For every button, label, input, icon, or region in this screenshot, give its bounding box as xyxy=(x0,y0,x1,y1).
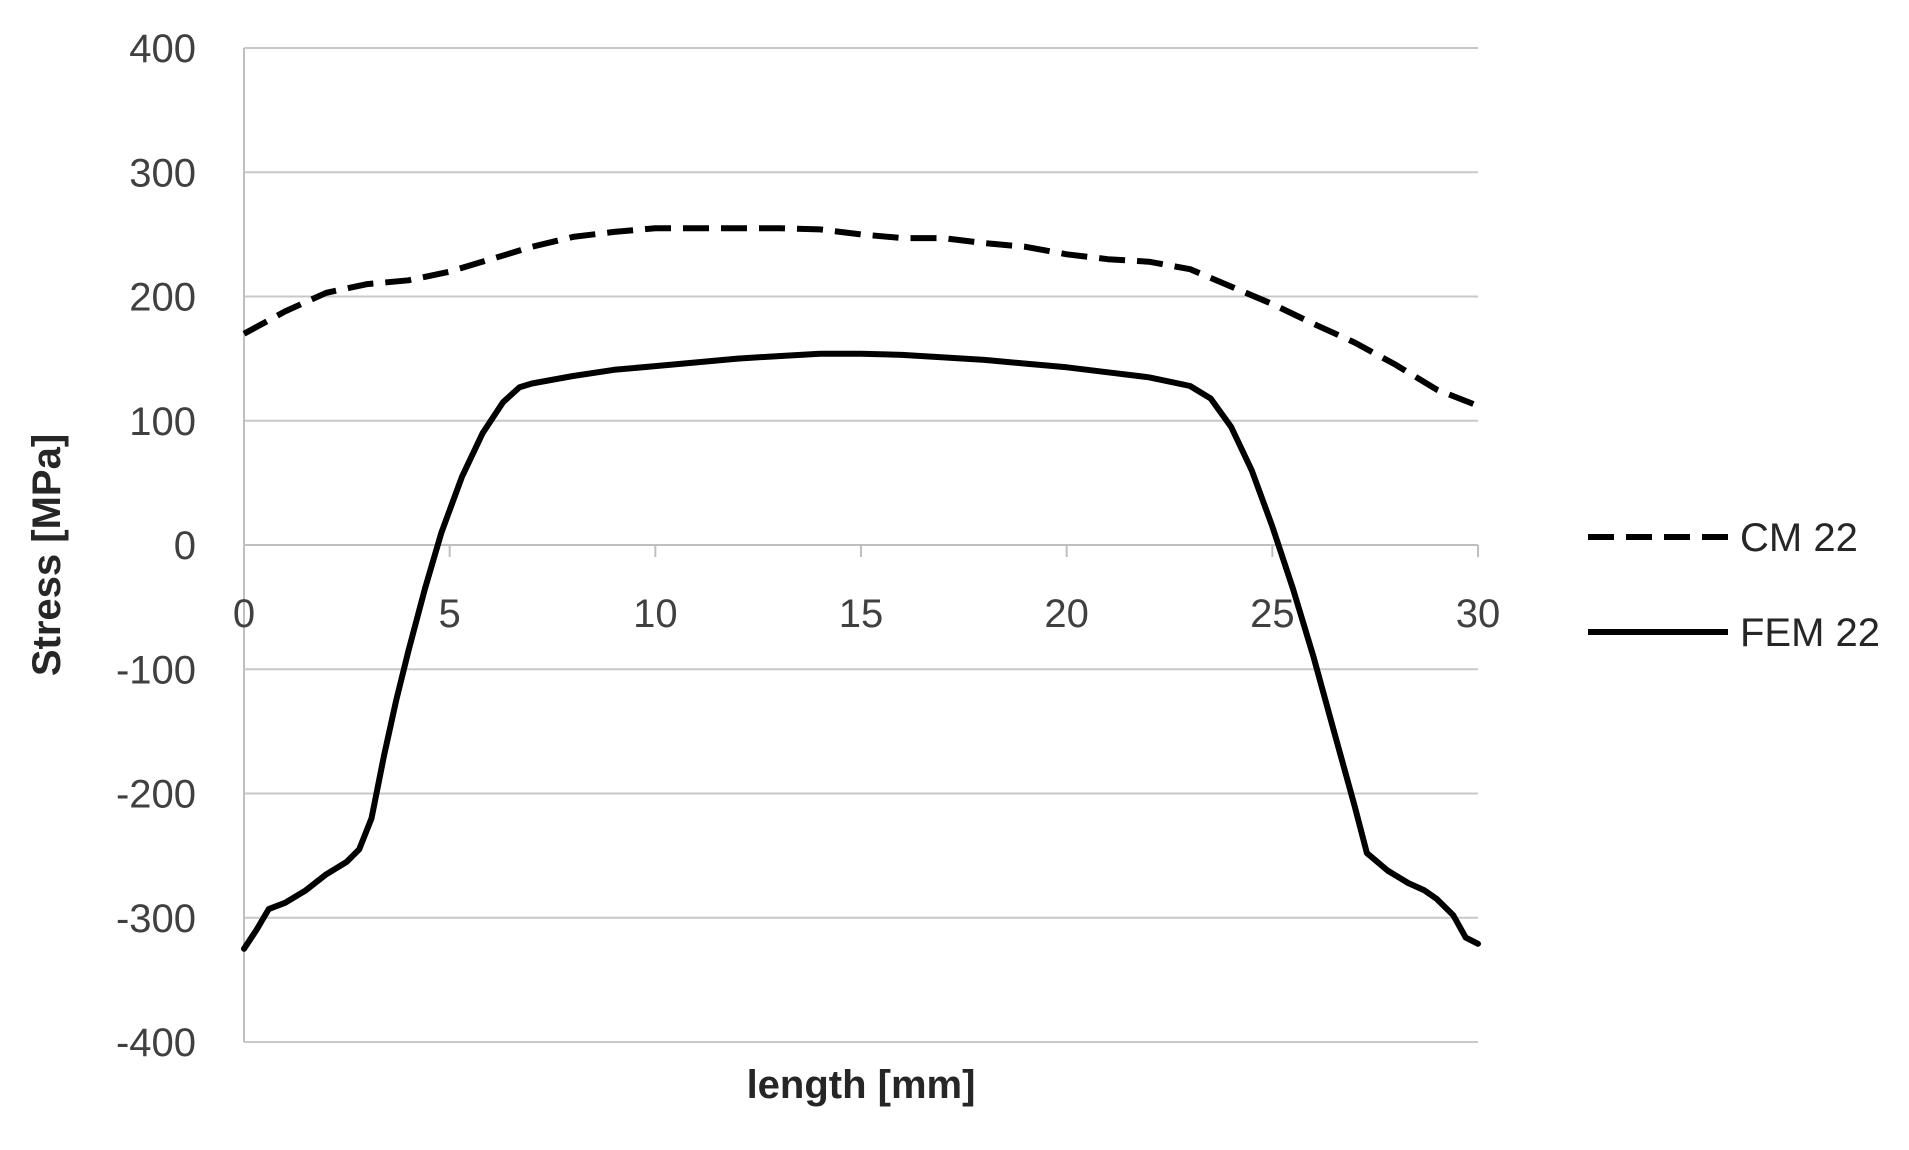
legend-label: FEM 22 xyxy=(1740,611,1880,655)
x-tick-label: 30 xyxy=(1456,592,1501,636)
y-tick-label: 300 xyxy=(129,151,196,195)
legend: CM 22 FEM 22 xyxy=(1588,516,1880,655)
y-tick-label: -100 xyxy=(116,648,196,692)
series-line-cm-22 xyxy=(242,225,1480,409)
x-tick-label: 20 xyxy=(1044,592,1089,636)
x-tick-label: 5 xyxy=(439,592,461,636)
y-tick-label: 0 xyxy=(174,524,196,568)
axes xyxy=(243,48,1479,1042)
series-lines xyxy=(241,225,1481,952)
tick-labels: 400 300 200 100 0 -100 -200 -300 -400 0 5 10 15 20 25 3… xyxy=(116,27,1500,1065)
x-axis-title: length [mm] xyxy=(747,1063,976,1107)
x-tick-label: 15 xyxy=(839,592,884,636)
y-tick-label: 100 xyxy=(129,400,196,444)
y-tick-label: -300 xyxy=(116,897,196,941)
y-axis-title: Stress [MPa] xyxy=(25,434,69,676)
y-tick-label: 400 xyxy=(129,27,196,71)
series-line-fem-22 xyxy=(241,350,1481,952)
x-tick-label: 10 xyxy=(633,592,678,636)
legend-label: CM 22 xyxy=(1740,516,1858,560)
y-tick-label: -200 xyxy=(116,773,196,817)
y-tick-label: -400 xyxy=(116,1021,196,1065)
x-tick-label: 0 xyxy=(233,592,255,636)
y-tick-label: 200 xyxy=(129,276,196,320)
x-tick-label: 25 xyxy=(1250,592,1295,636)
